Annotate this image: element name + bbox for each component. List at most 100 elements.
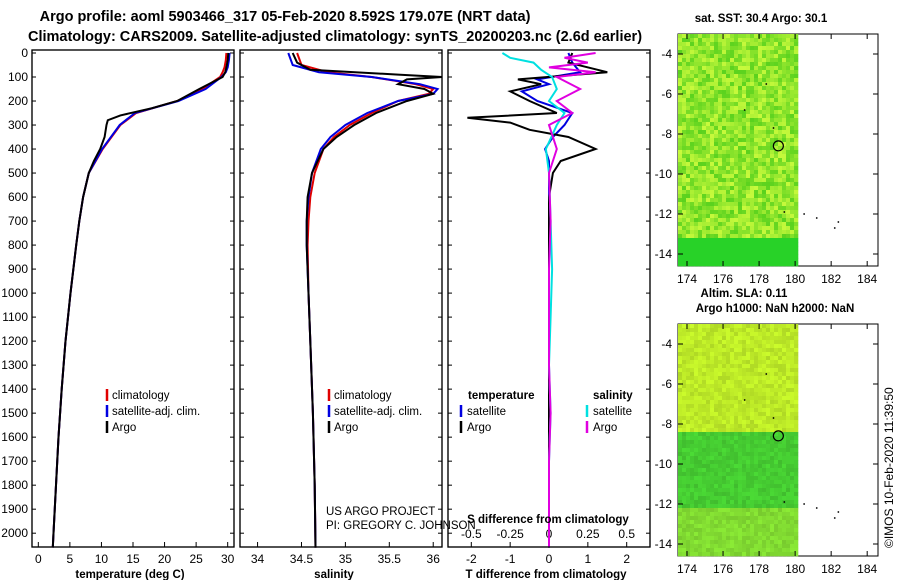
map-cell [750,122,755,127]
map-cell [686,202,691,207]
map-cell [690,146,695,151]
map-cell [706,114,711,119]
map-cell [678,134,683,139]
map-cell [710,536,715,541]
map-cell [678,372,683,377]
map-cell [790,328,795,333]
map-cell [730,242,735,247]
map-cell [718,134,723,139]
map-cell [698,202,703,207]
map-cell [770,432,775,437]
map-cell [758,476,763,481]
map-cell [746,500,751,505]
map-cell [706,440,711,445]
map-cell [714,254,719,259]
map-cell [690,238,695,243]
map-cell [754,480,759,485]
map-cell [742,182,747,187]
map-cell [714,336,719,341]
map-cell [690,246,695,251]
map-cell [718,234,723,239]
map-cell [714,476,719,481]
map-cell [786,58,791,63]
map-cell [706,460,711,465]
lat-tick-label: -8 [661,127,672,141]
map-cell [762,134,767,139]
map-cell [778,428,783,433]
map-cell [766,444,771,449]
map-cell [714,472,719,477]
map-cell [758,194,763,199]
map-cell [698,242,703,247]
map-cell [758,170,763,175]
map-cell [678,344,683,349]
map-cell [718,440,723,445]
map-cell [762,420,767,425]
map-cell [742,110,747,115]
map-cell [678,138,683,143]
map-cell [686,504,691,509]
map-cell [678,246,683,251]
map-cell [782,226,787,231]
map-cell [722,198,727,203]
map-cell [678,376,683,381]
map-cell [682,138,687,143]
map-cell [686,528,691,533]
map-cell [790,130,795,135]
map-cell [746,436,751,441]
map-cell [718,198,723,203]
map-cell [714,356,719,361]
map-cell [714,332,719,337]
map-cell [750,170,755,175]
map-cell [714,496,719,501]
map-cell [702,536,707,541]
map-cell [750,388,755,393]
map-cell [686,222,691,227]
map-cell [694,436,699,441]
map-cell [770,484,775,489]
map-cell [778,114,783,119]
map-cell [710,412,715,417]
map-cell [758,190,763,195]
map-cell [690,360,695,365]
map-cell [778,364,783,369]
map-cell [770,118,775,123]
map-cell [778,376,783,381]
map-cell [794,190,799,195]
map-cell [750,94,755,99]
map-cell [722,86,727,91]
map-cell [758,352,763,357]
map-cell [690,516,695,521]
map-cell [782,130,787,135]
map-cell [702,464,707,469]
map-cell [782,46,787,51]
map-cell [758,106,763,111]
map-cell [742,528,747,533]
map-cell [786,222,791,227]
map-cell [702,508,707,513]
map-cell [690,460,695,465]
map-cell [766,194,771,199]
map-cell [710,106,715,111]
map-cell [730,508,735,513]
map-cell [734,182,739,187]
map-cell [746,392,751,397]
map-cell [678,122,683,127]
map-cell [726,66,731,71]
map-cell [766,138,771,143]
map-cell [706,416,711,421]
map-cell [718,552,723,557]
map-cell [734,472,739,477]
map-cell [682,332,687,337]
map-cell [742,464,747,469]
map-cell [694,488,699,493]
map-cell [706,134,711,139]
map-cell [794,182,799,187]
map-cell [726,98,731,103]
map-cell [742,476,747,481]
map-cell [714,548,719,553]
map-cell [794,162,799,167]
map-cell [762,166,767,171]
map-cell [678,336,683,341]
map-cell [706,70,711,75]
